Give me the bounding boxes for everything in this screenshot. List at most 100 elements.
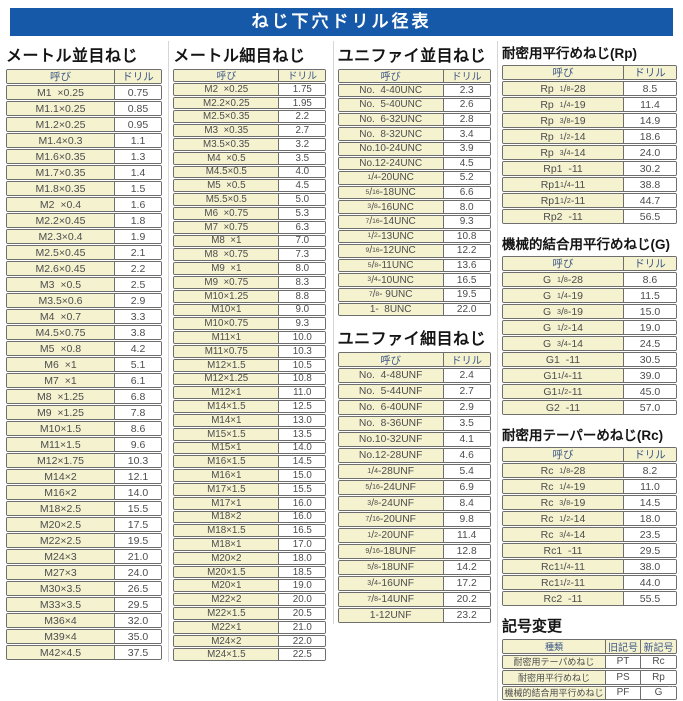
thread-name: No. 5-44UNF	[338, 385, 444, 399]
thread-name: M12×1	[174, 387, 280, 398]
thread-name: M10×1.25	[174, 291, 280, 302]
drill-value: 0.85	[115, 102, 161, 115]
table-row: 5/8 -11UNC 13.6	[337, 258, 491, 273]
table-row: M2.3×0.4 1.9	[6, 229, 162, 244]
thread-name: M10×1	[174, 305, 280, 315]
table-row: M1.8×0.35 1.5	[6, 181, 162, 196]
thread-name: 9/16 -18UNF	[338, 545, 444, 559]
drill-value: 17.0	[279, 539, 326, 550]
section-title-rc: 耐密用テーパーめねじ(Rc)	[501, 428, 664, 443]
table-row: M3.5×0.35 3.2	[173, 137, 327, 151]
drill-value: 8.6	[115, 422, 161, 435]
thread-name: M1.2×0.25	[7, 118, 115, 131]
drill-value: 29.5	[623, 544, 676, 557]
g-table: 呼び ドリル G 1/8 -28 8.6 G 1/4 -19 11.5 G 3/8 -19 15.0…	[501, 256, 677, 415]
page-corner-mark: ..	[667, 679, 675, 689]
thread-name: M10×1.5	[7, 422, 115, 435]
drill-value: 38.8	[623, 178, 676, 191]
table-row: M36×4 32.0	[6, 613, 162, 628]
drill-value: 1.95	[279, 98, 326, 108]
table-row: M6 ×0.75 5.3	[173, 206, 327, 220]
thread-name: M8 ×1	[174, 236, 280, 246]
drill-value: 9.8	[443, 513, 490, 527]
drill-value: 16.0	[279, 511, 326, 522]
thread-name: M1.7×0.35	[7, 166, 115, 179]
column-header: ドリル	[623, 66, 676, 79]
thread-name: M12×1.75	[7, 454, 115, 467]
drill-value: 19.5	[115, 534, 161, 547]
thread-name: M30×3.5	[7, 582, 115, 595]
drill-value: 14.9	[623, 114, 676, 127]
drill-value: PF	[605, 686, 641, 699]
drill-value: 11.0	[279, 387, 326, 398]
drill-value: 22.0	[443, 303, 490, 316]
drill-value: 1.4	[115, 166, 161, 179]
thread-name: Rc2 -11	[502, 592, 624, 605]
thread-name: M7 ×0.75	[174, 222, 280, 233]
table-row: M1 ×0.25 0.75	[6, 85, 162, 100]
thread-name: M5 ×0.8	[7, 342, 115, 355]
table-row: M16×2 14.0	[6, 485, 162, 500]
drill-value: 3.4	[443, 128, 490, 140]
thread-name: 9/16 -12UNC	[338, 245, 444, 257]
section-title-metric-fine: メートル細目ねじ	[173, 48, 306, 65]
table-row: M39×4 35.0	[6, 629, 162, 644]
table-row: M5 ×0.5 4.5	[173, 179, 327, 193]
drill-value: 20.2	[443, 593, 490, 607]
table-row: M2 ×0.25 1.75	[173, 82, 327, 96]
table-row: M5 ×0.8 4.2	[6, 341, 162, 356]
table-row: Rc 1/2 -14 18.0	[501, 511, 677, 526]
table-row: Rc 1/4 -19 11.0	[501, 479, 677, 494]
thread-name: M2.3×0.4	[7, 230, 115, 243]
unified-coarse-table: 呼び ドリル No. 4-40UNC 2.3 No. 5-40UNC 2.6 No. 6-3…	[337, 69, 491, 317]
column-header: ドリル	[279, 70, 326, 81]
table-row: M3 ×0.5 2.5	[6, 277, 162, 292]
table-row: G1 -11 30.5	[501, 352, 677, 367]
thread-name: 5/16 -24UNF	[338, 481, 444, 495]
thread-name: M22×2.5	[7, 534, 115, 547]
table-row: M11×1 10.0	[173, 331, 327, 344]
thread-name: M6 ×1	[7, 358, 115, 371]
table-row: Rp 1/2 -14 18.6	[501, 129, 677, 144]
drill-value: 1.5	[115, 182, 161, 195]
drill-value: 39.0	[623, 369, 676, 382]
table-header-row: 呼び ドリル	[501, 65, 677, 80]
table-row: M10×0.75 9.3	[173, 317, 327, 331]
drill-value: 6.8	[115, 390, 161, 403]
table-header-row: 呼び ドリル	[337, 69, 491, 83]
thread-name: G 1/2 -14	[502, 321, 624, 334]
thread-name: M4 ×0.7	[7, 310, 115, 323]
drill-value: 5.0	[279, 194, 326, 205]
column-header: 呼び	[7, 70, 115, 83]
thread-name: M3.5×0.35	[174, 139, 280, 150]
table-row: 7/16 -14UNC 9.3	[337, 214, 491, 229]
thread-name: M5.5×0.5	[174, 194, 280, 205]
column-unified: ユニファイ並目ねじ 呼び ドリル No. 4-40UNC 2.3 No. 5-40UNC…	[332, 41, 491, 625]
section-title-unified-fine: ユニファイ細目ねじ	[337, 331, 487, 349]
thread-name: M18×1.5	[174, 525, 280, 536]
table-row: 1/4 -28UNF 5.4	[337, 464, 491, 480]
thread-name: M11×1.5	[7, 438, 115, 451]
drill-value: Rp	[640, 671, 676, 684]
thread-name: M36×4	[7, 614, 115, 627]
thread-name: M22×1.5	[174, 608, 280, 619]
thread-name: No. 6-32UNC	[338, 113, 444, 126]
table-row: M9 ×0.75 8.3	[173, 275, 327, 289]
thread-name: M16×1	[174, 470, 280, 481]
thread-name: 5/8 -11UNC	[338, 259, 444, 272]
drill-value: 4.0	[279, 167, 326, 177]
drill-value: 18.0	[279, 553, 326, 564]
table-row: G2 -11 57.0	[501, 400, 677, 415]
table-row: No. 5-40UNC 2.6	[337, 98, 491, 112]
table-row: No. 4-40UNC 2.3	[337, 83, 491, 98]
table-row: M9 ×1.25 7.8	[6, 405, 162, 420]
drill-value: 16.0	[279, 498, 326, 509]
drill-value: 12.1	[115, 470, 161, 483]
table-row: M1.1×0.25 0.85	[6, 101, 162, 116]
thread-name: M24×1.5	[174, 649, 280, 660]
table-row: G 1/4 -19 11.5	[501, 288, 677, 303]
thread-name: M14×1.5	[174, 401, 280, 412]
drill-value: 12.8	[443, 545, 490, 559]
thread-name: M16×1.5	[174, 456, 280, 467]
thread-name: 耐密用テーパめねじ	[502, 655, 606, 668]
